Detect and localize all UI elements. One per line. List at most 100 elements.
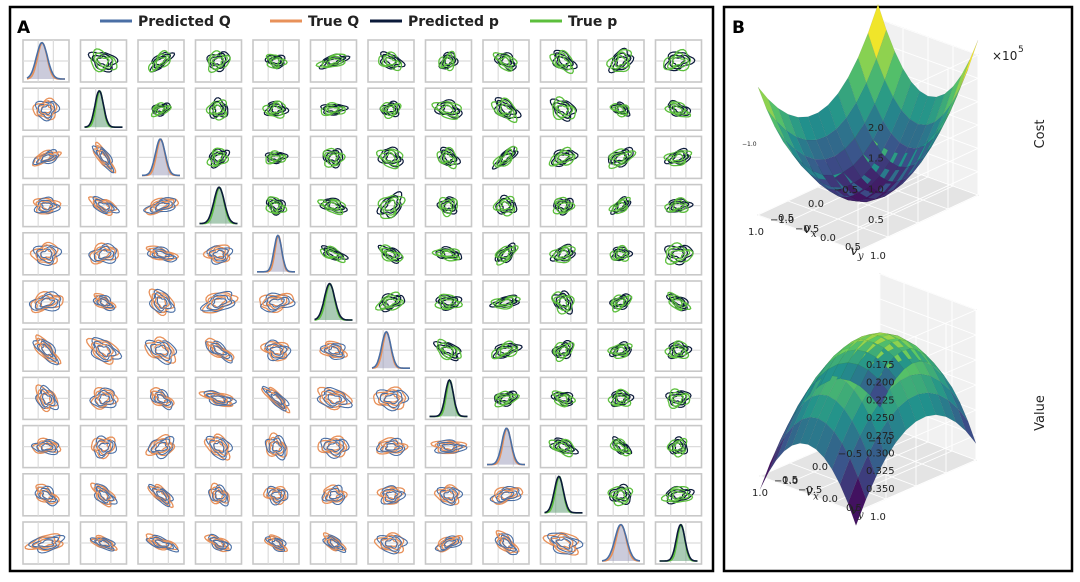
panel-a-label: A <box>17 18 31 38</box>
contour-true-p <box>490 295 521 310</box>
contour-true-q <box>201 292 239 314</box>
contour-predicted-q <box>502 537 513 549</box>
x-tick-label: 0.0 <box>812 462 828 473</box>
cell-r1-c4 <box>252 87 300 131</box>
contour-predicted-q <box>156 490 167 502</box>
cell-r6-c4 <box>252 328 300 373</box>
contour-true-p <box>552 150 574 166</box>
contour-predicted-p <box>438 101 461 116</box>
cell-r10-c11 <box>654 521 703 565</box>
contour-predicted-p <box>441 149 458 166</box>
contour-predicted-q <box>326 535 344 551</box>
x-tick-label: −1.0 <box>868 436 892 447</box>
contour-predicted-q <box>99 298 111 307</box>
contour-true-p <box>552 246 572 261</box>
contour-true-q <box>373 532 405 554</box>
cell-r4-c4 <box>252 232 300 276</box>
contour-predicted-q <box>212 539 225 548</box>
contour-predicted-q <box>385 491 398 501</box>
cost-surface-plot: −0.50.00.51.0−1.0−0.50.00.51.00.51.01.52… <box>742 3 1048 262</box>
contour-true-p <box>615 393 626 404</box>
cell-r2-c2 <box>137 135 185 180</box>
cell-r2-c8 <box>482 135 530 180</box>
contour-predicted-q <box>94 538 113 550</box>
contour-predicted-q <box>98 393 111 405</box>
contour-true-q <box>259 292 295 314</box>
contour-predicted-q <box>33 196 61 214</box>
contour-predicted-q <box>39 297 56 308</box>
cell-r2-c10 <box>597 135 645 180</box>
contour-predicted-q <box>212 345 227 356</box>
kde-predicted-q <box>257 234 295 273</box>
contour-true-p <box>607 486 634 507</box>
cell-r5-c1 <box>79 280 128 324</box>
cell-r4-c8 <box>482 232 530 276</box>
contour-true-p <box>439 295 459 309</box>
cell-r2-c0 <box>22 135 70 180</box>
pane-gridline <box>879 273 977 311</box>
contour-predicted-q <box>144 339 178 365</box>
contour-true-p <box>209 54 228 71</box>
cell-r4-c10 <box>597 232 645 276</box>
contour-true-q <box>319 340 348 359</box>
cell-r6-c9 <box>539 328 588 373</box>
contour-true-p <box>499 249 511 259</box>
contour-true-p <box>494 296 516 308</box>
contour-true-q <box>325 535 343 551</box>
legend-label-0: Predicted Q <box>138 14 231 30</box>
contour-predicted-q <box>98 539 110 548</box>
contour-true-p <box>315 53 347 69</box>
contour-predicted-q <box>32 244 63 266</box>
contour-predicted-q <box>154 344 169 357</box>
y-tick-label: −0.5 <box>798 485 822 496</box>
contour-true-p <box>326 106 341 114</box>
contour-true-p <box>606 48 633 73</box>
contour-true-q <box>208 482 230 505</box>
contour-true-p <box>614 298 626 307</box>
contour-predicted-q <box>441 444 458 451</box>
cell-r2-c11 <box>654 135 703 180</box>
cell-r5-c10 <box>597 280 645 324</box>
cell-r4-c6 <box>367 232 415 276</box>
cell-r8-c7 <box>424 424 473 469</box>
y-axis-label: vy <box>850 502 864 521</box>
contour-predicted-p <box>668 295 687 310</box>
contour-true-p <box>557 202 569 211</box>
cell-r0-c5 <box>309 39 358 83</box>
contour-true-p <box>554 52 572 71</box>
contour-predicted-q <box>383 393 399 405</box>
contour-predicted-p <box>381 295 402 311</box>
contour-true-p <box>610 344 629 357</box>
contour-true-p <box>436 338 462 361</box>
contour-predicted-q <box>213 441 225 454</box>
contour-true-p <box>321 55 344 68</box>
x-tick-label: 1.0 <box>752 488 768 499</box>
pane-gridline <box>877 41 979 79</box>
contour-predicted-q <box>212 249 225 259</box>
cell-r2-c6 <box>367 135 415 180</box>
pane-gridline <box>787 200 889 238</box>
kde-predicted-q <box>26 41 65 80</box>
contour-true-p <box>431 100 462 121</box>
contour-predicted-q <box>375 437 406 457</box>
contour-predicted-q <box>443 539 457 549</box>
contour-true-p <box>270 201 281 212</box>
z-tick-label: 1.5 <box>868 154 884 165</box>
contour-true-p <box>611 104 628 115</box>
contour-true-q <box>90 436 116 460</box>
z-tick-label: 1.0 <box>868 184 884 195</box>
contour-true-p <box>492 195 516 217</box>
contour-true-q <box>151 390 172 406</box>
contour-predicted-q <box>93 483 118 506</box>
cell-r2-c7 <box>424 135 473 180</box>
cell-r6-c10 <box>597 328 645 373</box>
contour-true-p <box>322 147 346 168</box>
cell-r6-c0 <box>22 328 70 373</box>
x-tick-label: −0.5 <box>838 449 862 460</box>
contour-true-p <box>499 201 512 211</box>
contour-true-q <box>95 249 112 260</box>
contour-predicted-q <box>324 487 344 502</box>
contour-true-p <box>268 198 285 214</box>
contour-predicted-p <box>379 195 401 214</box>
contour-true-p <box>492 52 518 72</box>
